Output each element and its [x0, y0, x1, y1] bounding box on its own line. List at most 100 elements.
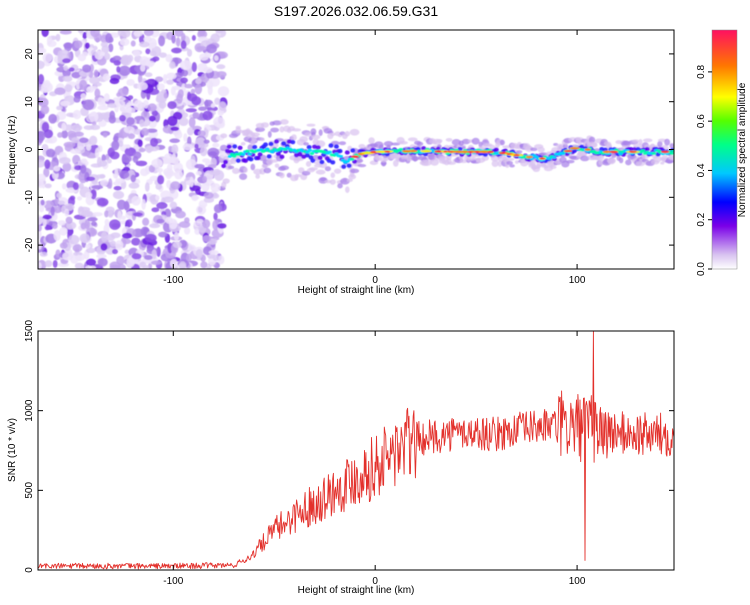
- noise-speckle: [64, 208, 70, 217]
- ridge-halo: [471, 137, 480, 145]
- noise-speckle: [156, 83, 165, 90]
- ridge-halo: [391, 142, 401, 146]
- noise-speckle: [146, 148, 152, 154]
- noise-speckle: [170, 181, 181, 190]
- noise-speckle: [133, 30, 144, 37]
- noise-speckle: [102, 73, 110, 82]
- ridge-halo: [530, 147, 538, 152]
- noise-speckle: [38, 159, 46, 168]
- noise-speckle: [55, 33, 61, 42]
- noise-speckle: [144, 182, 150, 192]
- ridge-band: [457, 146, 463, 152]
- noise-speckle: [93, 82, 102, 87]
- noise-speckle: [45, 148, 56, 158]
- ridge-band: [482, 152, 488, 157]
- noise-speckle: [99, 173, 106, 179]
- ridge-halo: [445, 137, 453, 142]
- noise-speckle: [142, 217, 150, 226]
- noise-speckle: [185, 108, 197, 113]
- noise-speckle: [191, 96, 202, 106]
- ridge-band: [281, 141, 287, 146]
- noise-speckle: [117, 210, 122, 221]
- ridge-halo: [631, 139, 640, 143]
- noise-speckle: [90, 227, 96, 236]
- ridge-band: [333, 144, 339, 149]
- noise-speckle: [77, 30, 84, 34]
- noise-speckle: [38, 228, 42, 240]
- noise-speckle: [137, 139, 143, 148]
- snr-background: [38, 331, 674, 570]
- noise-speckle: [187, 91, 192, 100]
- noise-speckle: [213, 204, 223, 214]
- noise-speckle: [132, 212, 143, 217]
- noise-speckle: [62, 162, 72, 172]
- noise-speckle: [128, 182, 140, 189]
- spectrogram-x-tick-label: 100: [569, 275, 586, 286]
- noise-speckle: [195, 248, 203, 259]
- noise-speckle: [124, 147, 137, 157]
- noise-speckle: [88, 70, 94, 78]
- ridge-halo: [355, 158, 364, 163]
- ridge-halo: [591, 141, 598, 148]
- noise-speckle: [54, 87, 66, 96]
- noise-speckle: [180, 40, 187, 50]
- noise-speckle: [105, 33, 113, 44]
- noise-speckle: [97, 257, 108, 267]
- noise-speckle: [44, 183, 52, 189]
- ridge-halo: [232, 167, 240, 174]
- ridge-halo: [669, 143, 674, 149]
- noise-speckle: [107, 103, 118, 109]
- ridge-core: [349, 157, 355, 161]
- noise-speckle: [104, 52, 111, 61]
- ridge-hotspot: [420, 149, 432, 153]
- noise-speckle: [85, 247, 96, 254]
- noise-speckle: [149, 50, 157, 57]
- noise-speckle: [99, 179, 109, 187]
- noise-speckle: [42, 52, 53, 63]
- noise-speckle: [191, 195, 198, 202]
- noise-speckle: [40, 199, 45, 206]
- ridge-core: [307, 148, 313, 152]
- noise-speckle: [144, 233, 157, 243]
- ridge-halo: [239, 173, 248, 181]
- ridge-halo: [491, 160, 499, 167]
- noise-speckle: [77, 196, 83, 201]
- ridge-halo: [333, 168, 342, 174]
- noise-speckle: [155, 195, 160, 201]
- ridge-halo: [461, 138, 471, 145]
- noise-speckle: [61, 183, 67, 190]
- noise-speckle: [143, 36, 152, 43]
- noise-speckle: [87, 217, 98, 222]
- noise-speckle: [178, 221, 191, 228]
- noise-speckle: [78, 182, 84, 190]
- noise-speckle: [124, 249, 130, 255]
- noise-speckle: [175, 210, 186, 219]
- noise-speckle: [71, 124, 83, 132]
- noise-speckle: [169, 258, 178, 269]
- noise-speckle: [97, 105, 109, 111]
- noise-speckle: [102, 132, 108, 138]
- noise-speckle: [84, 219, 90, 230]
- ridge-band: [341, 164, 347, 169]
- noise-speckle: [72, 182, 79, 191]
- noise-speckle: [203, 196, 215, 203]
- noise-speckle: [91, 212, 103, 217]
- noise-speckle: [173, 231, 180, 241]
- ridge-halo: [622, 140, 630, 146]
- noise-speckle: [127, 54, 134, 63]
- noise-speckle: [38, 224, 42, 232]
- noise-speckle: [167, 101, 177, 110]
- ridge-halo: [279, 119, 289, 125]
- snr-y-tick-label: 500: [24, 482, 35, 499]
- snr-series-line: [38, 331, 674, 570]
- noise-speckle: [187, 127, 194, 136]
- noise-speckle: [85, 191, 93, 199]
- ridge-halo: [260, 137, 265, 142]
- noise-speckle: [156, 202, 168, 210]
- noise-speckle: [198, 106, 207, 111]
- noise-speckle: [88, 111, 99, 123]
- noise-speckle: [76, 254, 82, 262]
- noise-speckle: [87, 85, 99, 91]
- ridge-halo: [346, 178, 353, 183]
- ridge-band: [243, 158, 249, 163]
